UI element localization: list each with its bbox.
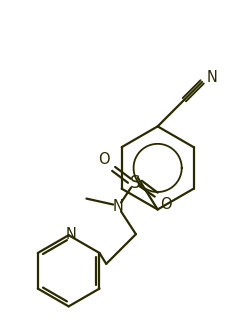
Text: N: N — [65, 227, 76, 242]
Text: N: N — [113, 199, 123, 214]
Text: S: S — [130, 174, 140, 192]
Text: O: O — [160, 197, 171, 212]
Text: O: O — [99, 152, 110, 166]
Text: N: N — [207, 71, 218, 85]
